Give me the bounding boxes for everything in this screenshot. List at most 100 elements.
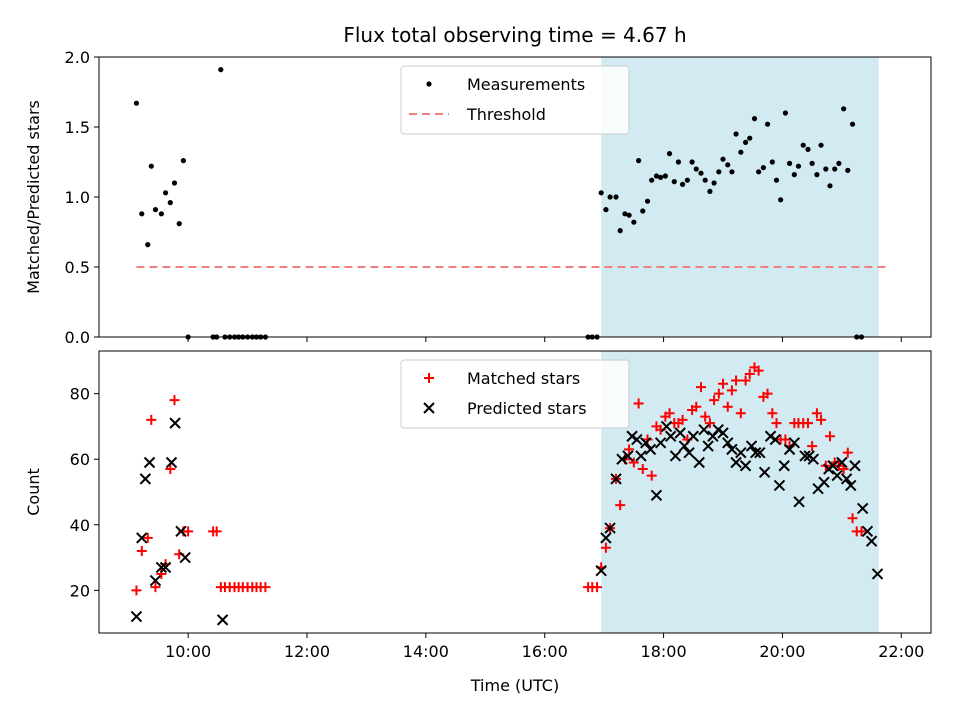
y-tick-label: 0.5 bbox=[65, 258, 90, 277]
matched-star-point bbox=[753, 365, 764, 376]
measurement-point bbox=[795, 163, 802, 169]
predicted-star-point bbox=[687, 430, 699, 442]
predicted-star-point bbox=[865, 535, 878, 547]
matched-star-point bbox=[691, 401, 702, 412]
predicted-star-point bbox=[845, 479, 857, 492]
predicted-star-point bbox=[616, 453, 628, 465]
measurement-point bbox=[756, 169, 762, 175]
measurement-point bbox=[809, 160, 815, 166]
predicted-star-point bbox=[758, 466, 771, 479]
predicted-star-point bbox=[769, 433, 782, 446]
measurement-point bbox=[613, 194, 619, 200]
measurement-point bbox=[180, 158, 186, 164]
predicted-star-point bbox=[840, 473, 853, 485]
predicted-star-point bbox=[702, 440, 714, 452]
measurement-point bbox=[152, 207, 159, 213]
matched-star-point bbox=[628, 457, 639, 468]
matched-star-point bbox=[646, 470, 657, 481]
measurement-point bbox=[176, 221, 182, 227]
matched-star-point bbox=[722, 401, 733, 412]
measurement-point bbox=[832, 166, 838, 172]
measurement-point bbox=[171, 180, 178, 186]
predicted-star-point bbox=[836, 456, 848, 469]
x-tick-label: 14:00 bbox=[403, 642, 449, 661]
x-tick-label: 16:00 bbox=[522, 642, 568, 661]
predicted-star-point bbox=[136, 532, 148, 544]
measurement-point bbox=[626, 212, 632, 218]
y-tick-label: 40 bbox=[70, 516, 90, 535]
legend-label: Measurements bbox=[467, 75, 585, 94]
measurement-point bbox=[769, 159, 775, 165]
measurement-point bbox=[800, 142, 806, 148]
measurement-point bbox=[698, 170, 704, 176]
x-axis-label: Time (UTC) bbox=[470, 676, 559, 695]
predicted-star-point bbox=[159, 561, 172, 574]
predicted-star-point bbox=[778, 460, 790, 472]
matched-star-point bbox=[600, 542, 611, 553]
predicted-star-point bbox=[179, 551, 191, 564]
measurement-point bbox=[720, 156, 726, 162]
matched-star-point bbox=[735, 408, 746, 419]
matched-star-point bbox=[856, 526, 867, 537]
measurement-point bbox=[167, 200, 173, 206]
matched-star-point bbox=[131, 585, 142, 596]
matched-star-point bbox=[664, 408, 675, 419]
series-predicted-stars bbox=[130, 417, 884, 626]
predicted-star-point bbox=[861, 525, 874, 538]
predicted-star-point bbox=[600, 532, 612, 544]
measurement-point bbox=[729, 169, 735, 175]
measurement-point bbox=[145, 242, 151, 248]
y-tick-label: 60 bbox=[70, 450, 90, 469]
measurement-point bbox=[823, 166, 829, 172]
predicted-star-point bbox=[165, 456, 178, 469]
predicted-star-point bbox=[622, 450, 634, 462]
predicted-star-point bbox=[871, 568, 884, 580]
measurement-point bbox=[742, 139, 749, 145]
matched-star-point bbox=[842, 447, 853, 458]
matched-star-point bbox=[824, 431, 835, 442]
y-axis-label: Matched/Predicted stars bbox=[24, 100, 43, 294]
matched-star-point bbox=[816, 414, 827, 425]
matched-star-point bbox=[183, 526, 194, 537]
measurement-point bbox=[658, 174, 664, 180]
predicted-star-point bbox=[175, 525, 187, 538]
legend-measurement-swatch bbox=[426, 81, 432, 87]
predicted-star-point bbox=[827, 460, 839, 472]
predicted-star-point bbox=[169, 417, 181, 429]
matched-star-point bbox=[211, 526, 222, 537]
measurement-point bbox=[849, 121, 856, 127]
predicted-star-point bbox=[818, 476, 830, 488]
predicted-star-point bbox=[155, 561, 168, 574]
x-tick-label: 22:00 bbox=[878, 642, 924, 661]
measurement-point bbox=[827, 183, 833, 189]
predicted-star-point bbox=[739, 460, 752, 472]
y-tick-label: 2.0 bbox=[65, 48, 90, 67]
matched-star-point bbox=[811, 408, 822, 419]
predicted-star-point bbox=[644, 443, 657, 456]
predicted-star-point bbox=[683, 446, 695, 459]
measurement-point bbox=[760, 165, 767, 171]
matched-star-point bbox=[838, 464, 849, 475]
matched-star-point bbox=[169, 395, 180, 406]
matched-star-point bbox=[150, 582, 161, 593]
bottom-panel: 20 40 60 80 10:00 12:00 14:00 16:00 18:00 20:00 22… bbox=[24, 350, 932, 695]
legend-predicted-swatch bbox=[423, 402, 435, 414]
y-tick-label: 1.5 bbox=[65, 118, 90, 137]
predicted-star-point bbox=[595, 564, 607, 577]
matched-star-point bbox=[780, 434, 791, 445]
measurement-point bbox=[841, 106, 847, 112]
matched-star-point bbox=[802, 418, 813, 429]
legend-label: Predicted stars bbox=[467, 399, 587, 418]
measurement-point bbox=[733, 131, 739, 137]
predicted-star-point bbox=[664, 430, 677, 442]
measurement-point bbox=[622, 211, 628, 217]
measurement-point bbox=[791, 172, 797, 178]
predicted-star-point bbox=[856, 502, 869, 515]
predicted-star-point bbox=[654, 437, 667, 449]
measurement-point bbox=[747, 135, 753, 141]
predicted-star-point bbox=[130, 610, 143, 623]
predicted-star-point bbox=[735, 446, 747, 459]
measurement-point bbox=[158, 211, 164, 217]
y-axis-label: Count bbox=[24, 468, 43, 516]
matched-star-point bbox=[615, 500, 626, 511]
